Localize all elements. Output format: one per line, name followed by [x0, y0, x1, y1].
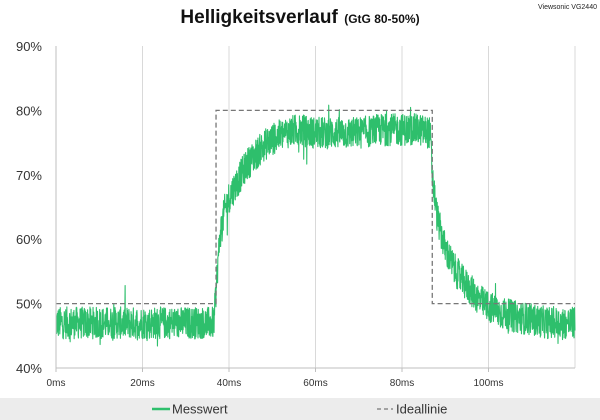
legend-label-ideal: Ideallinie — [396, 402, 447, 417]
x-tick-label: 0ms — [47, 378, 66, 389]
x-tick-label: 80ms — [390, 378, 414, 389]
y-tick-label: 50% — [16, 297, 42, 312]
legend-bar — [0, 398, 600, 420]
chart-subtitle: (GtG 80-50%) — [344, 12, 419, 26]
y-tick-label: 90% — [16, 39, 42, 54]
x-tick-label: 40ms — [217, 378, 241, 389]
series-ideal-line — [56, 109, 575, 305]
legend-label-measured: Messwert — [172, 402, 228, 417]
chart-title-group: Helligkeitsverlauf (GtG 80-50%) — [180, 7, 419, 28]
x-tick-label: 100ms — [473, 378, 503, 389]
legend: Messwert Ideallinie — [152, 402, 447, 417]
axes: 40% 50% 60% 70% 80% 90% 0ms 20ms 40ms 60ms 80ms 100… — [16, 39, 575, 389]
watermark-text: Viewsonic VG2440 — [538, 4, 597, 11]
x-tick-label: 20ms — [130, 378, 154, 389]
y-tick-label: 60% — [16, 232, 42, 247]
plot-area — [55, 104, 576, 347]
grid-lines — [142, 46, 576, 368]
y-tick-label: 40% — [16, 361, 42, 376]
chart-title: Helligkeitsverlauf — [180, 7, 338, 28]
series-measured-line — [55, 104, 576, 347]
y-tick-label: 70% — [16, 168, 42, 183]
x-tick-label: 60ms — [303, 378, 327, 389]
y-tick-label: 80% — [16, 103, 42, 118]
